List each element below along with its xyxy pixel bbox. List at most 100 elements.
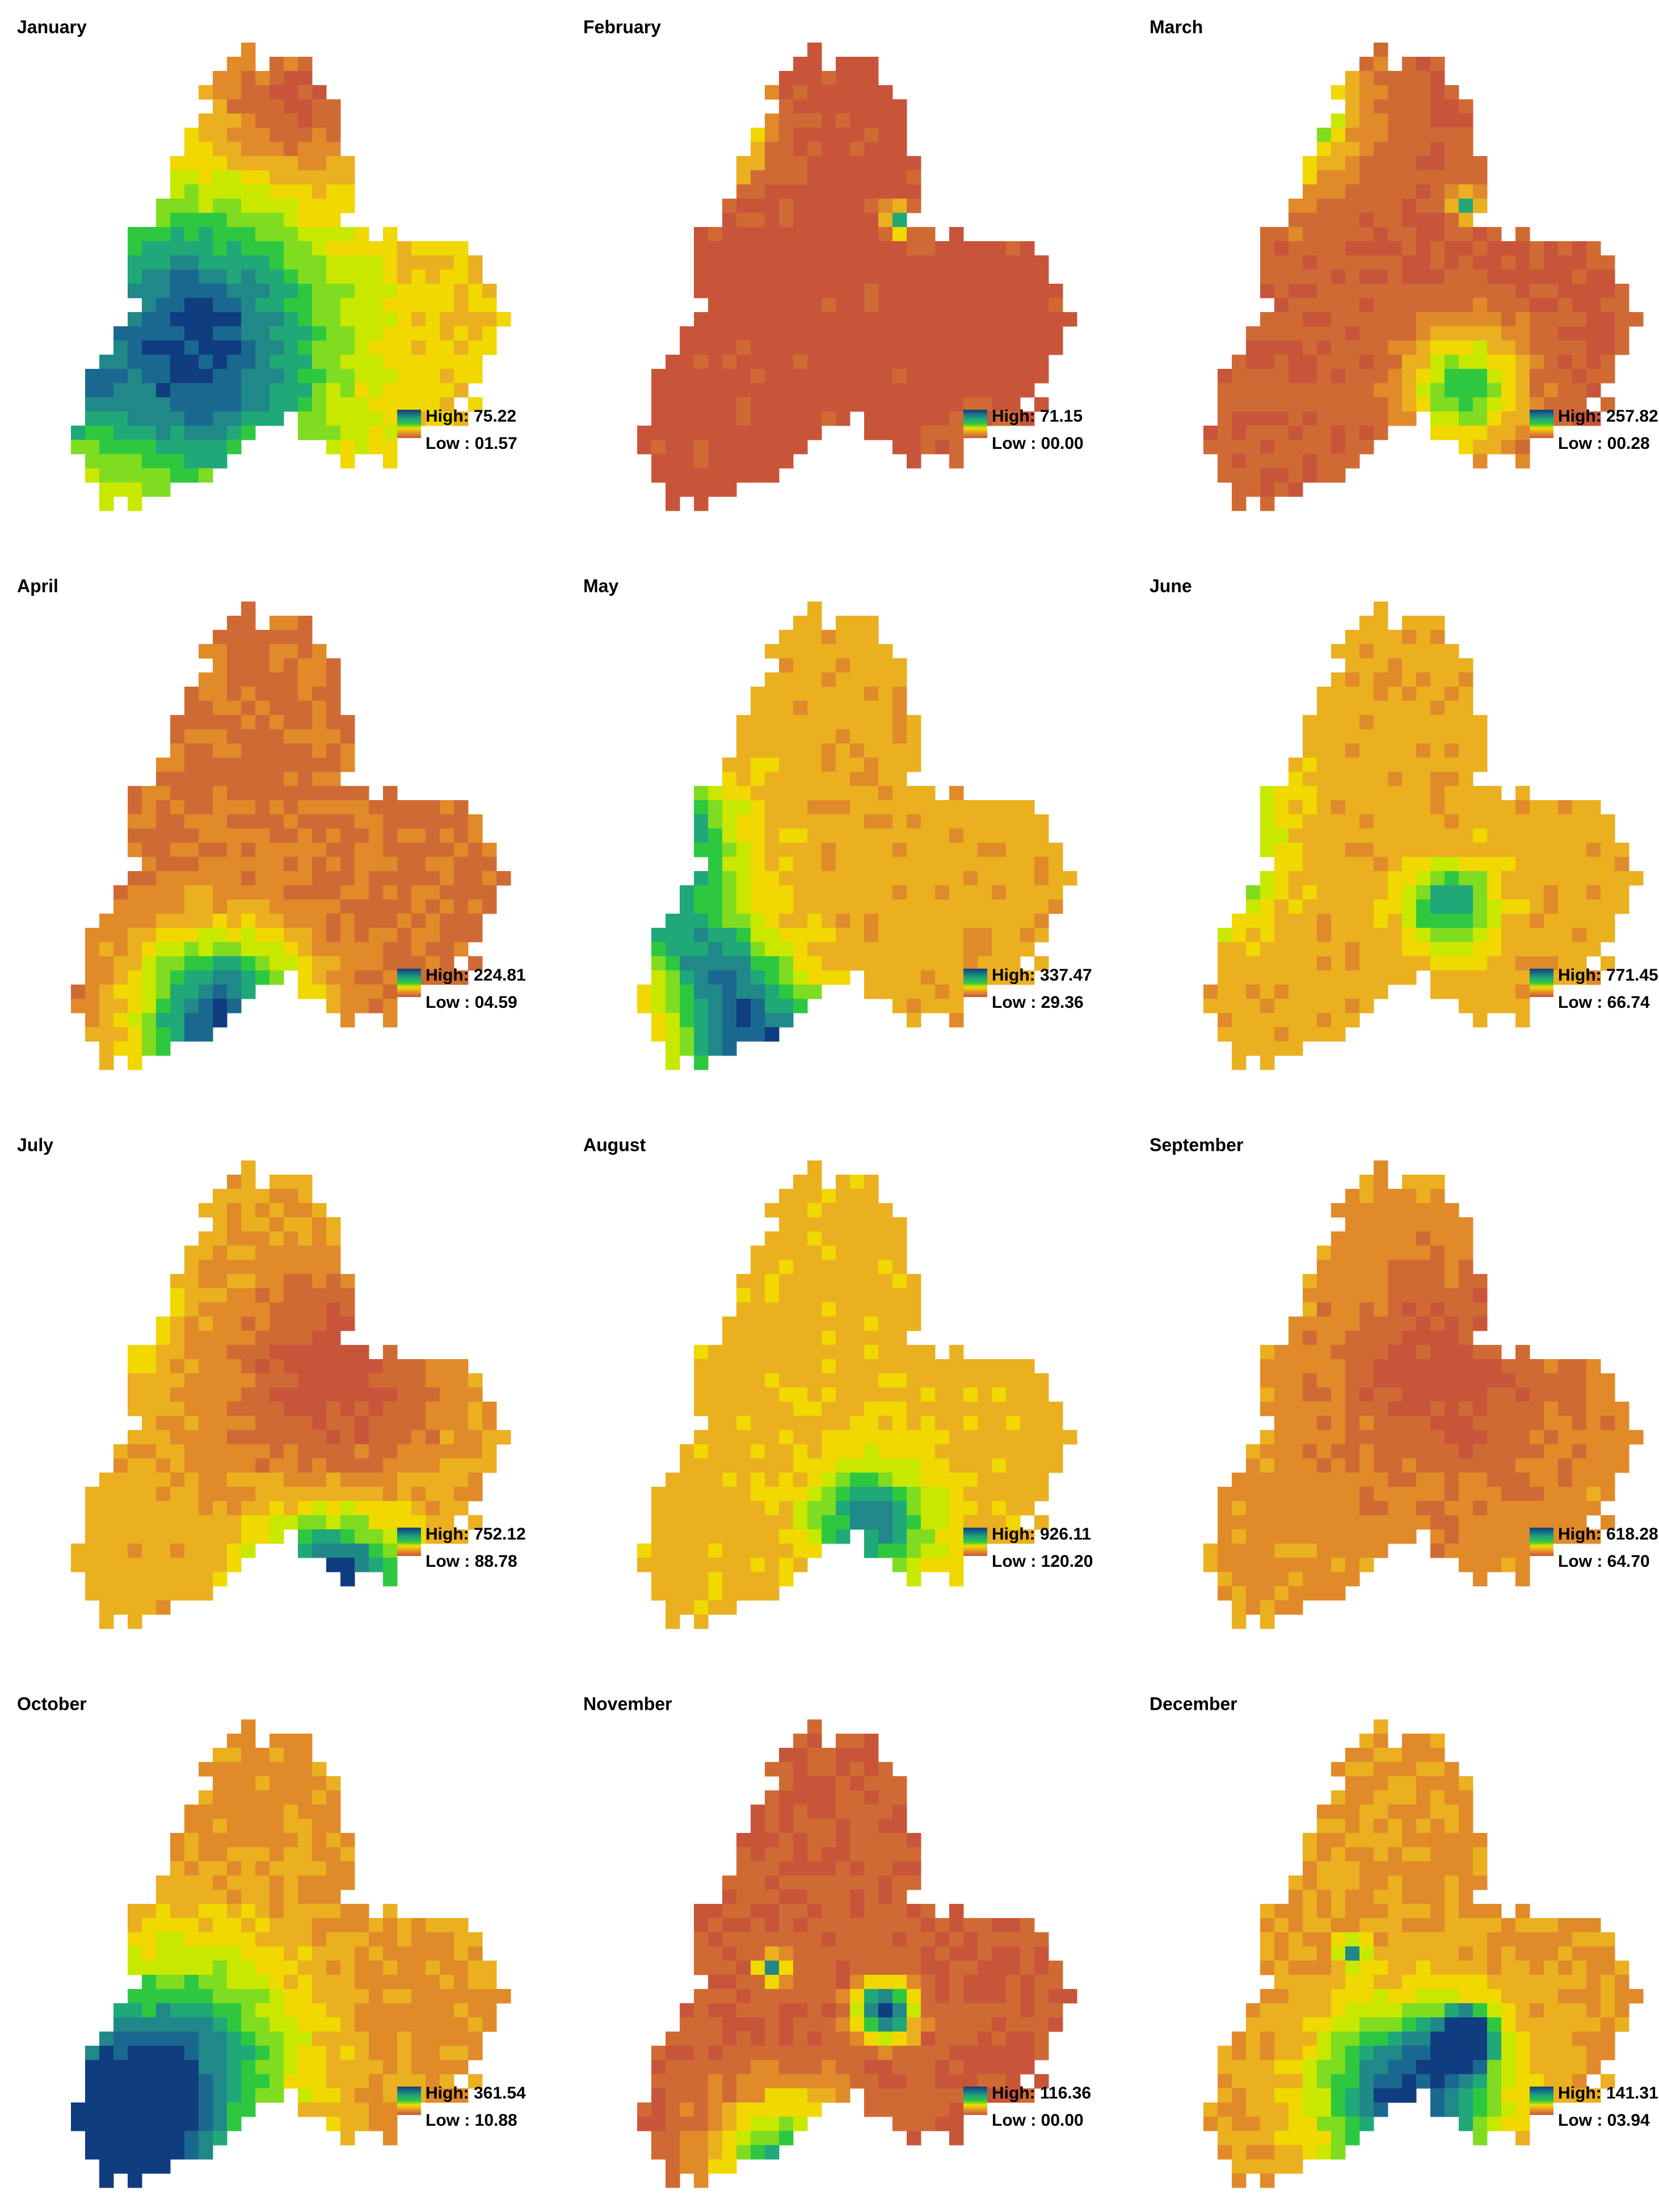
map-cell xyxy=(1331,758,1346,772)
map-cell xyxy=(440,369,454,384)
map-cell xyxy=(142,899,157,914)
map-cell xyxy=(397,1444,412,1459)
map-cell xyxy=(736,899,751,914)
map-cell xyxy=(751,999,765,1014)
map-cell xyxy=(241,956,256,971)
map-cell xyxy=(170,1586,185,1601)
map-cell xyxy=(822,772,836,787)
map-cell xyxy=(312,1515,327,1530)
map-cell xyxy=(1445,312,1459,327)
map-cell xyxy=(836,857,850,872)
map-cell xyxy=(793,85,808,100)
map-cell xyxy=(864,1345,879,1360)
map-cell xyxy=(1530,885,1544,900)
map-cell xyxy=(935,1402,950,1416)
map-cell xyxy=(383,1345,398,1360)
map-cell xyxy=(1402,227,1417,242)
map-cell xyxy=(1586,871,1601,886)
map-cell xyxy=(1260,1345,1275,1360)
map-cell xyxy=(1331,298,1346,313)
map-cell xyxy=(1218,383,1232,398)
map-cell xyxy=(1601,397,1615,412)
map-cell xyxy=(1501,985,1516,999)
map-cell xyxy=(1558,1515,1573,1530)
map-cell xyxy=(184,426,199,440)
map-cell xyxy=(1430,630,1445,645)
map-cell xyxy=(241,885,256,900)
map-cell xyxy=(878,156,893,171)
map-cell xyxy=(1345,71,1360,86)
map-cell xyxy=(1430,829,1445,843)
map-cell xyxy=(1586,340,1601,355)
map-cell xyxy=(907,956,921,971)
map-cell xyxy=(1558,1529,1573,1544)
map-cell xyxy=(963,1444,978,1459)
map-cell xyxy=(156,340,171,355)
map-cell xyxy=(1544,1473,1559,1487)
map-cell xyxy=(355,800,369,815)
map-cell xyxy=(850,1231,865,1246)
map-cell xyxy=(199,298,213,313)
map-cell xyxy=(312,1345,327,1360)
map-cell xyxy=(1544,942,1559,957)
map-cell xyxy=(255,914,270,928)
map-cell xyxy=(1473,1402,1488,1416)
map-cell xyxy=(1218,970,1232,985)
map-cell xyxy=(397,255,412,270)
map-cell xyxy=(963,298,978,313)
map-cell xyxy=(892,383,907,398)
map-cell xyxy=(992,383,1007,398)
map-cell xyxy=(765,1027,780,1042)
map-cell xyxy=(227,1473,242,1487)
map-cell xyxy=(1331,970,1346,985)
map-cell xyxy=(369,956,384,971)
map-cell xyxy=(170,970,185,985)
map-cell xyxy=(864,270,879,284)
map-cell xyxy=(298,284,313,298)
map-cell xyxy=(666,1614,680,1629)
map-cell xyxy=(907,843,921,857)
map-cell xyxy=(1459,1402,1473,1416)
map-cell xyxy=(227,1274,242,1289)
map-cell xyxy=(963,340,978,355)
map-cell xyxy=(326,1458,341,1473)
map-cell xyxy=(298,985,313,999)
map-cell xyxy=(1317,1444,1332,1459)
map-cell xyxy=(1515,397,1530,412)
map-cell xyxy=(1034,914,1049,928)
map-cell xyxy=(227,1515,242,1530)
map-cell xyxy=(793,1345,808,1360)
map-cell xyxy=(907,800,921,815)
map-cell xyxy=(850,326,865,341)
map-cell xyxy=(468,928,483,943)
map-cell xyxy=(892,772,907,787)
map-cell xyxy=(1558,885,1573,900)
map-cell xyxy=(1260,914,1275,928)
map-cell xyxy=(878,142,893,157)
map-cell xyxy=(1303,942,1317,957)
map-cell xyxy=(369,970,384,985)
map-cell xyxy=(1402,411,1417,426)
map-cell xyxy=(1345,1416,1360,1431)
map-cell xyxy=(1020,1529,1035,1544)
map-cell xyxy=(1402,284,1417,298)
map-cell xyxy=(807,1487,822,1502)
map-cell xyxy=(1473,397,1488,412)
map-cell xyxy=(1359,1529,1374,1544)
map-cell xyxy=(1388,1387,1403,1402)
map-cell xyxy=(1331,440,1346,455)
map-cell xyxy=(184,1444,199,1459)
map-cell xyxy=(1501,1487,1516,1502)
map-cell xyxy=(255,142,270,157)
map-cell xyxy=(1544,1416,1559,1431)
map-cell xyxy=(1586,1487,1601,1502)
map-cell xyxy=(1246,1515,1261,1530)
map-cell xyxy=(340,1359,355,1374)
map-cell xyxy=(1473,857,1488,872)
map-cell xyxy=(963,312,978,327)
map-cell xyxy=(397,369,412,384)
map-cell xyxy=(793,1430,808,1445)
map-cell xyxy=(113,383,128,398)
map-cell xyxy=(921,1373,936,1388)
map-cell xyxy=(1430,284,1445,298)
